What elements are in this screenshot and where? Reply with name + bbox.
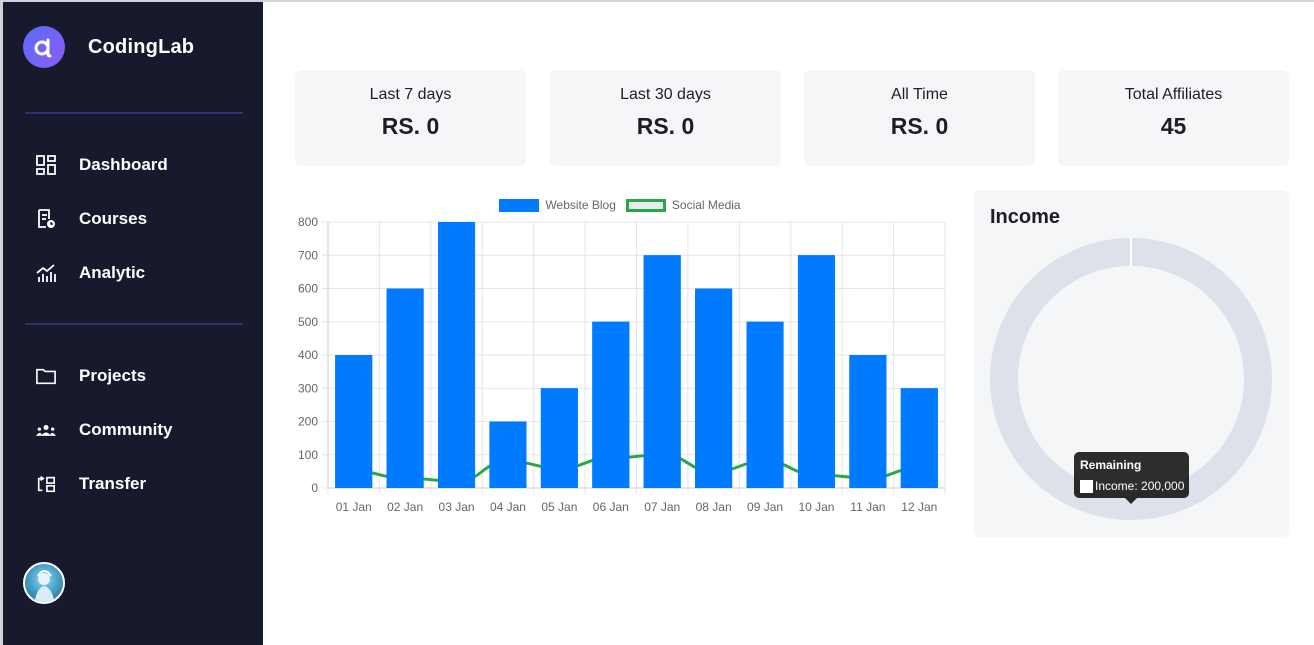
stat-card-all-time: All Time RS. 0 [804,70,1035,166]
folder-icon [36,366,56,386]
sidebar-item-transfer[interactable]: Transfer [36,469,146,499]
stat-card-label: All Time [891,86,948,103]
stat-card-value: RS. 0 [381,113,440,139]
analytic-icon [36,263,56,283]
brand-name: CodingLab [88,35,195,58]
brand[interactable]: CodingLab [23,26,194,68]
income-doughnut-chart [990,238,1272,520]
sidebar: CodingLab Dashboard Courses [3,2,263,645]
tooltip-title: Remaining [1080,458,1142,472]
stat-card-label: Total Affiliates [1124,86,1223,103]
stat-card-last-7-days: Last 7 days RS. 0 [295,70,526,166]
y-tick-label: 100 [298,448,318,462]
x-tick-label: 08 Jan [696,500,732,514]
y-tick-label: 600 [298,282,318,296]
bar-chart-svg: 0 100 200 300 400 500 600 700 800 01 Jan 02 Jan 03 … [298,215,946,514]
income-title: Income [990,206,1061,228]
bar-overlay [797,255,835,488]
legend-item-website-blog[interactable]: Website Blog [499,198,616,212]
avatar[interactable] [23,562,65,604]
x-tick-label: 11 Jan [850,500,885,514]
bar-chart: Website Blog Social Media 0 100 200 300 400 5… [290,192,950,522]
sidebar-item-label: Analytic [79,263,146,282]
tooltip-text: Income: 200,000 [1095,479,1185,493]
x-tick-label: 02 Jan [387,500,423,514]
bar-overlay [386,288,424,488]
bar-overlay [900,388,938,488]
brand-logo-icon [23,26,65,68]
bar-overlay [540,388,578,488]
stat-card-value: 45 [1160,113,1187,139]
y-tick-label: 400 [298,348,318,362]
legend-label: Social Media [671,198,741,212]
tooltip-swatch [1080,479,1093,493]
sidebar-item-courses[interactable]: Courses [36,204,147,234]
legend-swatch [499,198,540,212]
courses-icon [36,209,56,229]
community-icon [36,420,56,440]
x-tick-label: 01 Jan [336,500,372,514]
bar-overlay [746,321,784,488]
stat-card-last-30-days: Last 30 days RS. 0 [550,70,781,166]
x-tick-label: 04 Jan [490,500,526,514]
bar-overlay [592,321,630,488]
x-tick-label: 03 Jan [439,500,475,514]
sidebar-item-label: Transfer [79,474,147,493]
x-tick-label: 12 Jan [901,500,937,514]
stat-card-value: RS. 0 [636,113,695,139]
y-tick-label: 700 [298,248,318,262]
chart-tooltip: Remaining Income: 200,000 [1074,452,1189,504]
x-tick-label: 05 Jan [541,500,577,514]
x-tick-label: 07 Jan [644,500,680,514]
sidebar-item-dashboard[interactable]: Dashboard [36,150,168,180]
stat-card-label: Last 30 days [620,86,711,103]
sidebar-item-analytic[interactable]: Analytic [36,258,145,288]
sidebar-divider [25,323,243,325]
income-panel: Income Remaining Income: 200,000 [974,190,1289,537]
x-tick-label: 06 Jan [593,500,629,514]
bar-overlay [849,355,887,488]
y-tick-label: 300 [298,381,318,395]
x-tick-label: 10 Jan [798,500,834,514]
stat-card-value: RS. 0 [890,113,949,139]
sidebar-item-label: Courses [79,209,148,228]
bar-overlay [489,421,527,488]
y-tick-label: 0 [311,481,318,495]
stat-card-total-affiliates: Total Affiliates 45 [1058,70,1289,166]
sidebar-item-label: Community [79,420,173,439]
bar-overlay [335,355,373,488]
sidebar-divider [25,112,243,114]
bar-overlay [695,288,733,488]
bar-overlay [438,222,476,488]
transfer-icon [36,474,56,494]
x-tick-label: 09 Jan [747,500,783,514]
y-tick-label: 200 [298,415,318,429]
chart-legend: Website Blog Social Media [290,198,950,212]
y-tick-label: 500 [298,315,318,329]
bar-overlay [643,255,681,488]
sidebar-item-label: Dashboard [79,155,168,174]
tooltip-body: Income: 200,000 [1080,479,1184,493]
sidebar-item-label: Projects [79,366,147,385]
y-tick-label: 800 [298,215,318,229]
sidebar-item-projects[interactable]: Projects [36,361,146,391]
legend-item-social-media[interactable]: Social Media [625,198,741,212]
sidebar-item-community[interactable]: Community [36,415,173,445]
dashboard-icon [36,155,56,175]
stat-card-label: Last 7 days [369,86,452,103]
legend-label: Website Blog [545,198,616,212]
legend-swatch [625,198,666,212]
